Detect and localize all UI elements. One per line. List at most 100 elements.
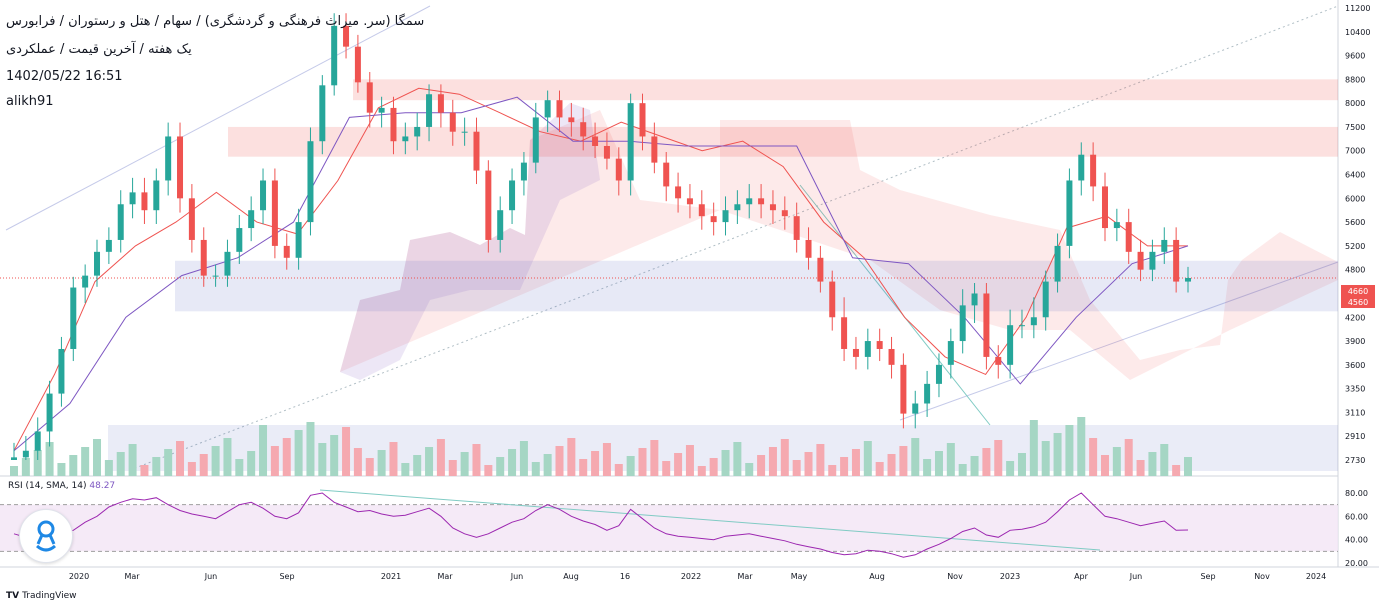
chart-subtitle: یک هفته / آخرین قیمت / عملکردی <box>6 42 192 57</box>
volume-bar <box>436 439 445 476</box>
volume-bar <box>460 452 469 476</box>
candle-body <box>1018 325 1025 327</box>
candle-body <box>34 431 41 451</box>
volume-bar <box>223 438 232 476</box>
volume-bar <box>709 458 718 476</box>
price-tick-label: 2730 <box>1345 456 1365 465</box>
volume-bar <box>780 439 789 476</box>
candle-body <box>224 251 231 276</box>
candle-body <box>1101 186 1108 229</box>
candle-body <box>283 245 290 258</box>
time-tick-label: Nov <box>1254 572 1270 581</box>
volume-bar <box>81 447 90 476</box>
kumo-bullish <box>340 103 600 380</box>
volume-bar <box>1184 457 1192 476</box>
rsi-band <box>0 504 1338 552</box>
price-tick-label: 11200 <box>1345 4 1370 13</box>
volume-bar <box>199 454 208 476</box>
volume-bar <box>164 449 173 476</box>
candle-body <box>995 356 1002 365</box>
candle-body <box>343 25 350 47</box>
candle-body <box>829 281 836 318</box>
trend-line-lower <box>899 261 1339 421</box>
candle-body <box>46 393 53 432</box>
candle-body <box>971 293 978 306</box>
rsi-trend-line <box>319 489 1101 551</box>
volume-bar <box>10 466 18 476</box>
candle-body <box>129 192 136 205</box>
candle-body <box>1090 154 1097 187</box>
candle-body <box>260 180 267 211</box>
volume-bar <box>318 443 327 476</box>
volume-bar <box>496 457 505 476</box>
candle-body <box>461 131 468 133</box>
volume-bar <box>555 446 564 476</box>
time-tick-label: May <box>791 572 808 581</box>
candle-body <box>188 198 195 240</box>
candle-body <box>473 131 480 171</box>
volume-bar <box>875 462 884 476</box>
time-tick-label: 2024 <box>1306 572 1326 581</box>
candle-body <box>663 162 670 187</box>
volume-bar <box>768 447 777 476</box>
volume-bar <box>235 459 244 476</box>
candle-body <box>852 348 859 357</box>
price-tick-label: 3350 <box>1345 385 1365 394</box>
price-tick-label: 3900 <box>1345 337 1365 346</box>
volume-bar <box>567 438 576 476</box>
volume-bar <box>685 445 694 476</box>
rsi-legend-value: 48.27 <box>89 481 116 491</box>
candle-body <box>1161 239 1168 252</box>
volume-bar <box>152 457 161 476</box>
volume-bar <box>259 425 268 476</box>
volume-bar <box>472 444 481 476</box>
volume-bar <box>176 441 185 476</box>
volume-bar <box>401 463 410 476</box>
candle-body <box>426 94 433 127</box>
candle-body <box>449 112 456 132</box>
price-tick-label: 8800 <box>1345 75 1365 84</box>
volume-bar <box>626 456 635 476</box>
candle-body <box>520 162 527 181</box>
volume-bar <box>211 446 220 476</box>
volume-bar <box>57 463 66 476</box>
tenkan-sen-line <box>13 87 1188 451</box>
candle-body <box>698 204 705 217</box>
volume-bar <box>270 446 279 476</box>
candle-body <box>841 317 848 349</box>
volume-bar <box>389 442 398 476</box>
volume-bar <box>425 447 434 476</box>
volume-bar <box>816 444 825 476</box>
volume-bar <box>1017 453 1026 476</box>
volume-bar <box>1160 444 1169 476</box>
volume-bar <box>104 460 113 476</box>
candle-body <box>70 287 77 349</box>
author-logo[interactable] <box>19 509 73 563</box>
candle-body <box>497 210 504 240</box>
volume-bar <box>1172 465 1181 476</box>
volume-bar <box>674 453 683 476</box>
time-tick-label: Apr <box>1074 572 1089 581</box>
volume-bar <box>970 456 979 476</box>
candle-body <box>236 228 243 252</box>
candle-body <box>639 103 646 137</box>
candle-body <box>1042 281 1049 318</box>
volume-bar <box>1065 425 1074 476</box>
candle-body <box>1113 222 1120 229</box>
price-tick-label: 6000 <box>1345 194 1365 203</box>
time-tick-label: Jun <box>1129 572 1143 581</box>
tradingview-brand[interactable]: TV TradingView <box>6 591 77 601</box>
volume-bar <box>543 454 552 476</box>
candle-body <box>983 293 990 357</box>
candle-body <box>793 216 800 240</box>
price-tick-label: 4200 <box>1345 313 1365 322</box>
volume-bar <box>650 440 659 476</box>
volume-bar <box>1029 420 1038 476</box>
price-tick-label: 9600 <box>1345 52 1365 61</box>
candle-body <box>781 210 788 217</box>
kumo-bearish <box>340 110 1338 380</box>
candle-body <box>900 364 907 414</box>
candle-body <box>153 180 160 211</box>
volume-bar <box>330 435 339 476</box>
